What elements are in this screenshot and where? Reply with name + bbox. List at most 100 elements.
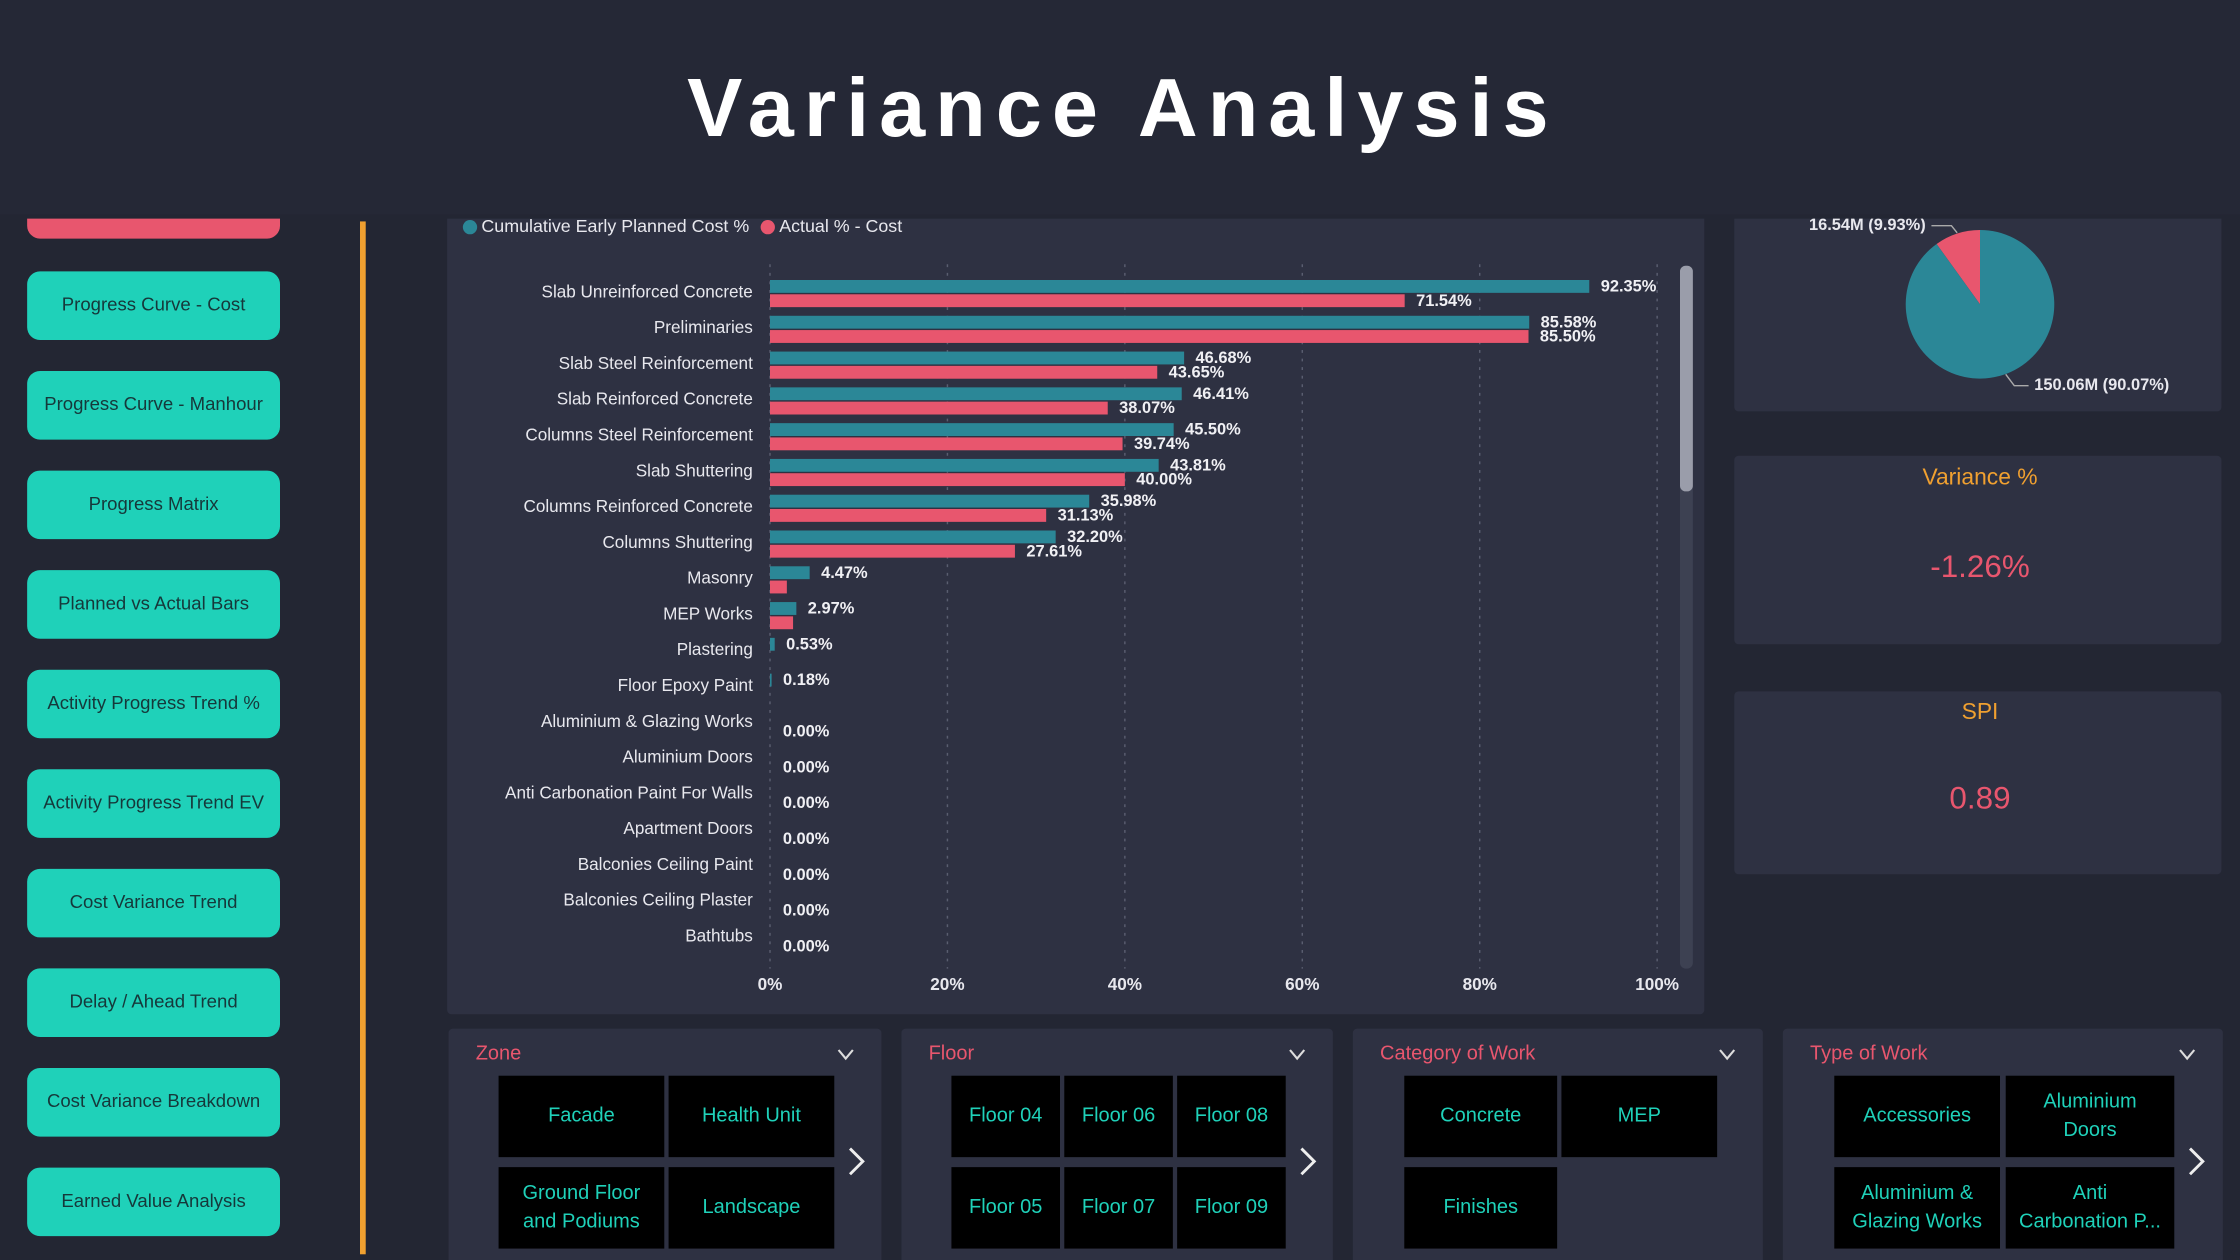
nav-button[interactable] [27,1068,281,1137]
nav-button[interactable] [27,769,281,838]
slicer-tile[interactable] [951,1075,1060,1158]
dropdown-chevron[interactable] [837,1049,854,1061]
scrollbar-thumb[interactable] [1680,265,1693,492]
category-label: Floor Epoxy Paint [618,675,753,695]
data-label: 2.97% [808,600,855,618]
data-label: 0.00% [783,830,830,848]
bar [770,294,1405,308]
bar [770,280,1590,293]
bar [770,473,1125,487]
x-tick-label: 20% [930,974,964,994]
slicer-tile[interactable] [1834,1075,2000,1158]
data-label: 71.54% [1416,292,1472,310]
data-label: 46.41% [1193,385,1249,403]
legend-label: Actual % - Cost [779,216,902,236]
slicer-tile[interactable] [1404,1167,1558,1249]
bar [770,602,797,615]
bar [770,351,1185,365]
pie-label: 150.06M (90.07%) [2034,376,2169,394]
category-label: Balconies Ceiling Paint [578,854,753,874]
slicer-tile[interactable] [1177,1167,1286,1249]
slicer-item: Floor 07 [1082,1196,1155,1218]
category-label: MEP Works [663,603,753,623]
bar [770,423,1174,437]
slicer-tile[interactable] [1834,1167,2000,1249]
nav-button[interactable] [27,968,281,1037]
dropdown-chevron[interactable] [1719,1049,1736,1061]
slicer-item: Finishes [1443,1196,1517,1218]
nav-label: Activity Progress Trend % [47,692,260,713]
slicer-title: Category of Work [1380,1043,1536,1065]
x-tick-label: 40% [1108,974,1142,994]
bar [770,508,1047,522]
divider [360,221,366,1255]
nav-label: Cost Variance Trend [70,891,238,912]
slicer-tile[interactable] [1064,1167,1173,1249]
slicer-item: Concrete [1440,1105,1521,1127]
slicer-tile[interactable] [498,1167,665,1249]
slicer-title: Type of Work [1810,1043,1928,1065]
x-tick-label: 0% [758,974,783,994]
category-label: Preliminaries [654,317,753,337]
slicer-tile[interactable] [1404,1075,1558,1158]
category-label: Slab Unreinforced Concrete [542,281,753,301]
bar [770,458,1159,472]
data-label: 46.68% [1196,349,1252,367]
data-label: 0.53% [786,635,833,653]
chart-panel [447,218,1705,1015]
kpi-value: -1.26% [1930,549,2030,584]
slicer-item: Floor 04 [969,1105,1042,1127]
nav-button[interactable] [27,1167,281,1237]
data-label: 4.47% [821,564,868,582]
nav-button[interactable] [27,271,281,340]
kpi-card [1734,691,2222,875]
dropdown-chevron[interactable] [1289,1049,1306,1061]
data-label: 38.07% [1119,399,1175,417]
scroll-arrow[interactable] [1300,1147,1317,1176]
data-label: 92.35% [1601,277,1657,295]
bar [770,437,1123,451]
data-label: 0.00% [783,794,830,812]
nav-label: Activity Progress Trend EV [43,791,264,812]
slicer-item: Carbonation P... [2019,1210,2161,1232]
slicer-tile[interactable] [2005,1167,2175,1249]
nav-button[interactable] [27,669,281,739]
scroll-arrow[interactable] [848,1147,865,1176]
nav-button[interactable] [27,470,281,540]
dropdown-chevron[interactable] [2179,1049,2196,1061]
nav-button[interactable] [27,371,281,440]
data-label: 43.65% [1169,363,1225,381]
scroll-arrow[interactable] [2188,1147,2205,1176]
slicer-tile[interactable] [668,1075,835,1158]
slicer-tile[interactable] [2005,1075,2175,1158]
category-label: Aluminium & Glazing Works [541,711,753,731]
slicer-tile[interactable] [1561,1075,1718,1158]
nav-button[interactable] [27,200,280,239]
slicer-tile[interactable] [1177,1075,1286,1158]
nav-button[interactable] [27,868,281,938]
bar [770,365,1158,379]
slicer-tile[interactable] [951,1167,1060,1249]
nav-label: Progress Matrix [89,493,220,514]
category-label: Columns Shuttering [602,532,752,552]
pie-label: 16.54M (9.93%) [1809,216,1926,234]
slicer-tile[interactable] [668,1167,835,1249]
category-label: Columns Reinforced Concrete [523,496,752,516]
nav-label: Progress Curve - Manhour [44,393,263,414]
slicer-title: Floor [929,1043,975,1065]
slicer-item: Aluminium [2043,1090,2136,1112]
category-label: Aluminium Doors [622,747,752,767]
nav-label: Planned vs Actual Bars [58,592,249,613]
slicer-tile[interactable] [1064,1075,1173,1158]
category-label: Balconies Ceiling Plaster [563,890,753,910]
nav-button[interactable] [27,570,281,639]
bar [770,566,810,580]
category-label: Slab Reinforced Concrete [557,389,753,409]
data-label: 40.00% [1136,471,1192,489]
data-label: 0.00% [783,866,830,884]
nav-label: Earned Value Analysis [61,1190,245,1211]
slicer-tile[interactable] [498,1075,665,1158]
bar [770,616,794,630]
